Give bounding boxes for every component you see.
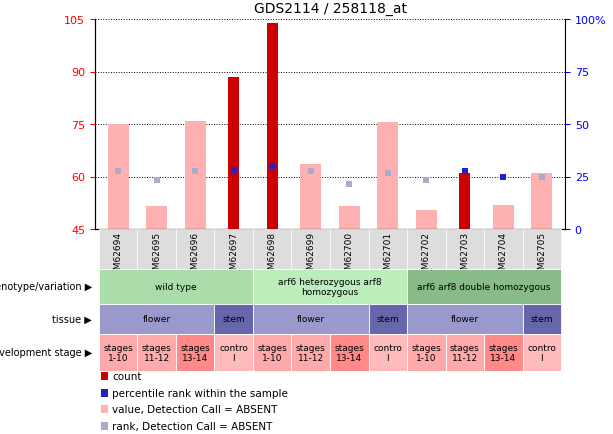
Bar (215, 304, 253, 334)
Text: stages
11-12: stages 11-12 (450, 343, 480, 362)
Bar (215, 230, 253, 270)
Bar (330, 334, 368, 371)
Bar (484, 230, 523, 270)
Text: stem: stem (223, 315, 245, 324)
Text: stages
11-12: stages 11-12 (296, 343, 326, 362)
Text: stem: stem (531, 315, 553, 324)
Bar (484, 334, 523, 371)
Text: GSM62705: GSM62705 (538, 231, 546, 280)
Bar (291, 334, 330, 371)
Bar (253, 304, 368, 334)
Bar (146, 207, 167, 230)
Bar (407, 334, 446, 371)
Text: GSM62699: GSM62699 (306, 231, 315, 280)
Text: flower: flower (143, 315, 170, 324)
Text: GSM62702: GSM62702 (422, 231, 431, 280)
Text: GSM62696: GSM62696 (191, 231, 200, 280)
Bar (215, 334, 253, 371)
Bar (523, 230, 561, 270)
Bar (407, 270, 561, 304)
Text: tissue ▶: tissue ▶ (52, 314, 92, 324)
Bar (446, 334, 484, 371)
Bar (99, 334, 137, 371)
Text: stages
11-12: stages 11-12 (142, 343, 172, 362)
Text: genotype/variation ▶: genotype/variation ▶ (0, 282, 92, 292)
Bar (267, 23, 278, 230)
Text: value, Detection Call = ABSENT: value, Detection Call = ABSENT (112, 404, 278, 414)
Text: stages
13-14: stages 13-14 (180, 343, 210, 362)
Text: stages
1-10: stages 1-10 (257, 343, 287, 362)
Bar (493, 205, 514, 230)
Text: flower: flower (451, 315, 479, 324)
Bar (228, 78, 239, 230)
Bar (368, 304, 407, 334)
Bar (523, 334, 561, 371)
Text: GSM62703: GSM62703 (460, 231, 470, 280)
Text: stages
13-14: stages 13-14 (334, 343, 364, 362)
Bar (446, 230, 484, 270)
Text: contro
l: contro l (373, 343, 402, 362)
Text: rank, Detection Call = ABSENT: rank, Detection Call = ABSENT (112, 421, 273, 431)
Bar (377, 123, 398, 230)
Bar (176, 230, 215, 270)
Text: GSM62704: GSM62704 (499, 231, 508, 280)
Text: contro
l: contro l (219, 343, 248, 362)
Text: stages
13-14: stages 13-14 (489, 343, 518, 362)
Bar (368, 334, 407, 371)
Bar (99, 230, 137, 270)
Bar (523, 304, 561, 334)
Bar (185, 121, 206, 230)
Bar (176, 334, 215, 371)
Title: GDS2114 / 258118_at: GDS2114 / 258118_at (254, 2, 406, 16)
Bar (99, 270, 253, 304)
Bar (99, 304, 215, 334)
Bar (368, 230, 407, 270)
Text: contro
l: contro l (527, 343, 557, 362)
Text: GSM62701: GSM62701 (383, 231, 392, 280)
Bar (416, 210, 437, 230)
Text: GSM62697: GSM62697 (229, 231, 238, 280)
Text: GSM62698: GSM62698 (268, 231, 276, 280)
Bar (407, 304, 523, 334)
Text: GSM62700: GSM62700 (345, 231, 354, 280)
Bar (253, 334, 291, 371)
Text: arf6 arf8 double homozygous: arf6 arf8 double homozygous (417, 283, 551, 291)
Bar (107, 125, 129, 230)
Bar (253, 270, 407, 304)
Bar (291, 230, 330, 270)
Bar (330, 230, 368, 270)
Bar (137, 334, 176, 371)
Text: GSM62694: GSM62694 (113, 231, 123, 280)
Text: percentile rank within the sample: percentile rank within the sample (112, 388, 288, 398)
Bar (253, 230, 291, 270)
Bar (137, 230, 176, 270)
Bar (407, 230, 446, 270)
Text: arf6 heterozygous arf8
homozygous: arf6 heterozygous arf8 homozygous (278, 277, 382, 296)
Text: stages
1-10: stages 1-10 (103, 343, 133, 362)
Bar (300, 165, 321, 230)
Bar (531, 174, 552, 230)
Text: development stage ▶: development stage ▶ (0, 348, 92, 358)
Text: stages
1-10: stages 1-10 (411, 343, 441, 362)
Text: wild type: wild type (155, 283, 197, 291)
Text: flower: flower (297, 315, 325, 324)
Text: count: count (112, 371, 142, 381)
Text: stem: stem (376, 315, 399, 324)
Bar (459, 174, 470, 230)
Text: GSM62695: GSM62695 (152, 231, 161, 280)
Bar (338, 207, 360, 230)
